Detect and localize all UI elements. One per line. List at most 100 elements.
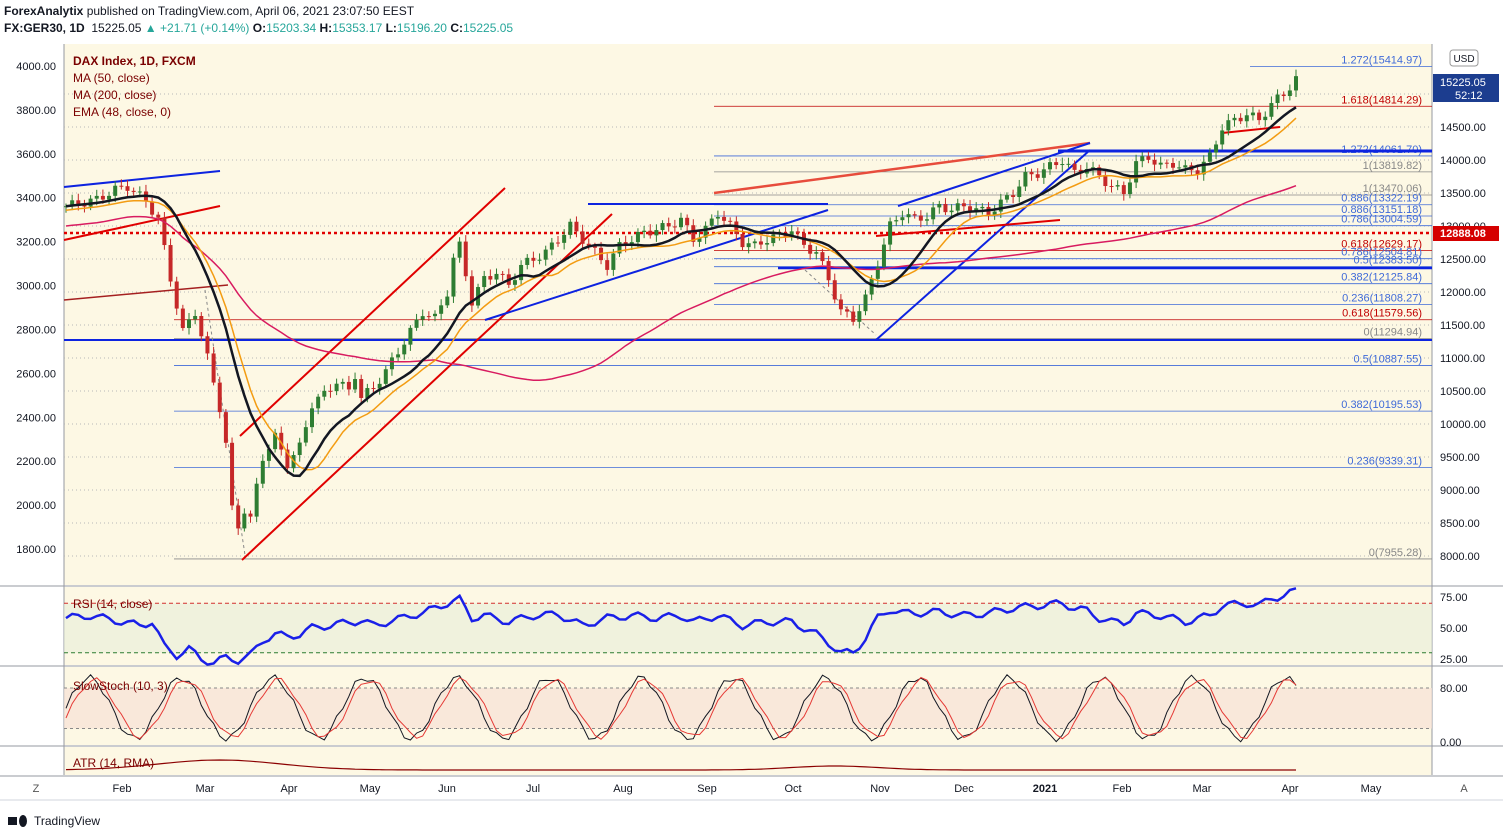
trend-line <box>484 209 829 321</box>
left-axis-tick: 2200.00 <box>16 456 56 468</box>
candle-body <box>961 203 966 207</box>
trend-line <box>241 213 613 561</box>
candle-body <box>765 243 770 245</box>
candle-body <box>605 260 610 270</box>
candle-body <box>900 217 905 221</box>
candle-body <box>1011 195 1016 198</box>
candle-body <box>254 483 259 517</box>
candle-body <box>273 432 278 450</box>
rsi-axis-tick: 50.00 <box>1440 623 1468 635</box>
candle-body <box>211 353 216 383</box>
candle-body <box>1281 94 1286 97</box>
fib-level-label: 1.272(15414.97) <box>1341 55 1422 67</box>
candle-body <box>758 241 763 245</box>
candle-body <box>525 257 530 265</box>
time-axis-label: May <box>360 783 381 795</box>
time-axis-label: May <box>1361 783 1382 795</box>
candle-body <box>463 241 468 277</box>
time-axis-label: Sep <box>697 783 717 795</box>
candle-body <box>869 278 874 295</box>
fib-level-label: 0.236(11808.27) <box>1342 293 1422 305</box>
right-axis-tick: 11000.00 <box>1440 353 1485 365</box>
candle-body <box>968 206 973 213</box>
trend-line <box>63 170 221 188</box>
right-axis-tick: 12500.00 <box>1440 254 1486 266</box>
candle-body <box>94 195 99 199</box>
open-value: 15203.34 <box>266 21 317 35</box>
candle-body <box>119 185 124 187</box>
candle-body <box>494 273 499 280</box>
rsi-band <box>64 603 1432 653</box>
legend-line: MA (50, close) <box>73 71 150 85</box>
fib-level-label: 0(11294.94) <box>1363 327 1422 339</box>
candle-body <box>943 203 948 213</box>
trend-line <box>63 205 221 241</box>
bar-countdown: 52:12 <box>1455 90 1483 102</box>
left-axis-tick: 1800.00 <box>16 544 56 556</box>
candle-body <box>1238 117 1243 122</box>
stoch-label: SlowStoch (10, 3) <box>73 679 168 693</box>
tradingview-logo-icon <box>8 814 28 828</box>
candle-body <box>125 186 130 191</box>
last-price-badge <box>1433 74 1499 102</box>
ma50-line <box>65 106 1297 478</box>
candle-body <box>906 214 911 218</box>
candle-body <box>746 243 751 248</box>
candle-body <box>832 280 837 300</box>
time-axis-label: Nov <box>870 783 890 795</box>
candle-body <box>937 203 942 208</box>
candle-body <box>217 382 222 413</box>
time-axis-label: Dec <box>954 783 974 795</box>
time-axis-label: 2021 <box>1033 783 1057 795</box>
time-axis-label: Jul <box>526 783 540 795</box>
candle-body <box>230 442 235 506</box>
right-axis-tick: 11500.00 <box>1440 320 1485 332</box>
open-label: O: <box>252 21 267 35</box>
right-axis-tick: 9000.00 <box>1440 485 1480 497</box>
candle-body <box>568 221 573 235</box>
candle-body <box>1158 162 1163 165</box>
candle-body <box>1244 115 1249 122</box>
candle-body <box>666 223 671 227</box>
rsi-axis-tick: 25.00 <box>1440 654 1468 666</box>
candle-body <box>1214 144 1219 153</box>
auto-scale-right-button: A <box>1460 783 1468 795</box>
candle-body <box>1054 162 1059 166</box>
candle-body <box>1072 163 1077 170</box>
candle-body <box>180 308 185 329</box>
candle-body <box>1134 161 1139 183</box>
legend-title: DAX Index, 1D, FXCM <box>73 54 196 68</box>
candle-body <box>881 244 886 267</box>
candle-body <box>888 221 893 245</box>
rsi-label: RSI (14, close) <box>73 597 152 611</box>
candle-body <box>1275 94 1280 104</box>
candle-body <box>814 252 819 254</box>
close-label: C: <box>450 21 463 35</box>
candle-body <box>433 313 437 317</box>
candle-body <box>1127 182 1132 195</box>
candle-body <box>863 294 868 312</box>
candle-body <box>1140 156 1145 162</box>
candle-body <box>1257 112 1262 121</box>
candle-body <box>371 388 376 390</box>
candle-body <box>918 215 923 221</box>
fib-level-label: 0.382(12125.84) <box>1341 272 1422 284</box>
fib-level-label: 0(7955.28) <box>1369 547 1422 559</box>
fib-level-label: 0.5(12383.50) <box>1354 255 1423 267</box>
candle-body <box>76 200 81 205</box>
candle-body <box>771 234 776 244</box>
candle-body <box>980 206 985 209</box>
candle-body <box>851 311 856 322</box>
candle-body <box>1048 162 1052 170</box>
candle-body <box>1183 165 1188 168</box>
candle-body <box>131 190 136 192</box>
right-axis-tick: 12000.00 <box>1440 287 1486 299</box>
fib-level-label: 1.618(14814.29) <box>1341 94 1422 106</box>
candle-body <box>635 231 640 243</box>
candle-body <box>414 319 419 328</box>
ohlc-line: FX:GER30, 1D 15225.05 ▲ +21.71 (+0.14%) … <box>4 21 513 35</box>
candle-body <box>795 231 800 234</box>
left-axis-tick: 2600.00 <box>16 368 56 380</box>
candle-body <box>512 280 517 285</box>
